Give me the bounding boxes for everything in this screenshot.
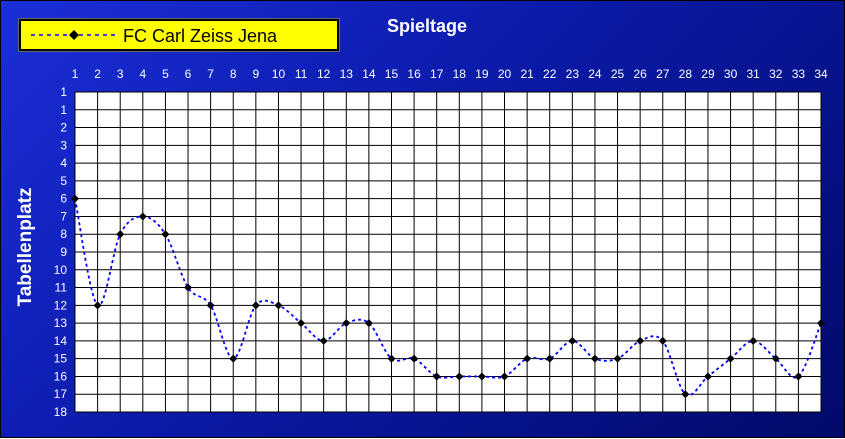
x-tick-label: 3	[117, 67, 124, 81]
x-tick-label: 9	[253, 67, 260, 81]
x-tick-label: 1	[72, 67, 79, 81]
y-tick-label: 3	[60, 138, 67, 152]
data-point	[432, 372, 441, 381]
data-point	[455, 372, 464, 381]
x-tick-label: 21	[520, 67, 534, 81]
x-tick-label: 2	[94, 67, 101, 81]
data-point	[636, 336, 645, 345]
data-point	[794, 372, 803, 381]
data-point	[161, 230, 170, 239]
data-point	[477, 372, 486, 381]
data-point	[726, 354, 735, 363]
x-tick-label: 27	[656, 67, 670, 81]
x-axis-ticks: 1 2 3 4 5 6 7 8 9 10 11 12 13 14 15 16 17 18 19 20 21 22 23 24 2…	[72, 67, 828, 81]
y-tick-label: 14	[54, 334, 68, 348]
x-tick-label: 25	[611, 67, 625, 81]
series-group	[71, 194, 825, 399]
data-point	[590, 354, 599, 363]
data-point	[749, 336, 758, 345]
legend: FC Carl Zeiss Jena	[18, 18, 340, 52]
x-tick-label: 28	[679, 67, 693, 81]
x-tick-label: 30	[724, 67, 738, 81]
data-point	[545, 354, 554, 363]
x-tick-label: 15	[385, 67, 399, 81]
data-point	[817, 319, 825, 328]
y-tick-label: 6	[60, 192, 67, 206]
x-tick-label: 19	[475, 67, 489, 81]
x-tick-label: 14	[362, 67, 376, 81]
y-tick-label: 10	[54, 263, 68, 277]
data-point	[364, 319, 373, 328]
data-point	[319, 336, 328, 345]
x-tick-label: 20	[498, 67, 512, 81]
y-tick-label: 15	[54, 352, 68, 366]
x-tick-label: 24	[588, 67, 602, 81]
data-point	[274, 301, 283, 310]
y-tick-label: 5	[60, 174, 67, 188]
data-point	[251, 301, 260, 310]
x-tick-label: 26	[633, 67, 647, 81]
x-tick-label: 11	[295, 67, 308, 81]
data-point	[297, 319, 306, 328]
x-tick-label: 17	[430, 67, 444, 81]
x-tick-label: 23	[566, 67, 580, 81]
x-tick-label: 32	[769, 67, 783, 81]
y-tick-label: 1	[60, 85, 67, 99]
y-tick-label: 1	[60, 103, 67, 117]
grid	[74, 91, 822, 413]
data-point	[116, 230, 125, 239]
x-tick-label: 10	[272, 67, 286, 81]
y-tick-label: 4	[60, 156, 67, 170]
x-tick-label: 12	[317, 67, 331, 81]
chart-title: Spieltage	[387, 16, 468, 36]
data-point	[206, 301, 215, 310]
y-axis-title: Tabellenplatz	[15, 187, 36, 307]
data-point	[410, 354, 419, 363]
y-tick-label: 7	[60, 209, 67, 223]
y-tick-label: 9	[60, 245, 67, 259]
data-point	[184, 283, 193, 292]
x-tick-label: 22	[543, 67, 557, 81]
y-tick-label: 16	[54, 369, 68, 383]
x-tick-label: 18	[453, 67, 467, 81]
y-tick-label: 8	[60, 227, 67, 241]
y-tick-label: 11	[55, 281, 68, 295]
data-point	[523, 354, 532, 363]
data-point	[613, 354, 622, 363]
data-point	[500, 372, 509, 381]
x-tick-label: 8	[230, 67, 237, 81]
data-point	[93, 301, 102, 310]
x-tick-label: 16	[407, 67, 421, 81]
x-tick-label: 6	[185, 67, 192, 81]
legend-label: FC Carl Zeiss Jena	[123, 26, 278, 46]
x-tick-label: 34	[814, 67, 828, 81]
x-tick-label: 33	[792, 67, 806, 81]
y-tick-label: 17	[54, 387, 68, 401]
data-point	[342, 319, 351, 328]
data-point	[71, 194, 79, 203]
x-tick-label: 7	[207, 67, 214, 81]
data-point	[771, 354, 780, 363]
y-tick-label: 18	[54, 405, 68, 419]
data-point	[568, 336, 577, 345]
x-tick-label: 31	[747, 67, 761, 81]
data-point	[138, 212, 147, 221]
data-point	[703, 372, 712, 381]
y-tick-label: 13	[54, 316, 68, 330]
x-tick-label: 13	[340, 67, 354, 81]
y-tick-label: 2	[60, 121, 67, 135]
data-point	[681, 390, 690, 399]
x-tick-label: 29	[701, 67, 715, 81]
data-point	[387, 354, 396, 363]
data-point	[658, 336, 667, 345]
x-tick-label: 4	[139, 67, 146, 81]
y-tick-label: 12	[54, 298, 68, 312]
legend-swatch	[31, 30, 117, 40]
data-point	[229, 354, 238, 363]
x-tick-label: 5	[162, 67, 169, 81]
